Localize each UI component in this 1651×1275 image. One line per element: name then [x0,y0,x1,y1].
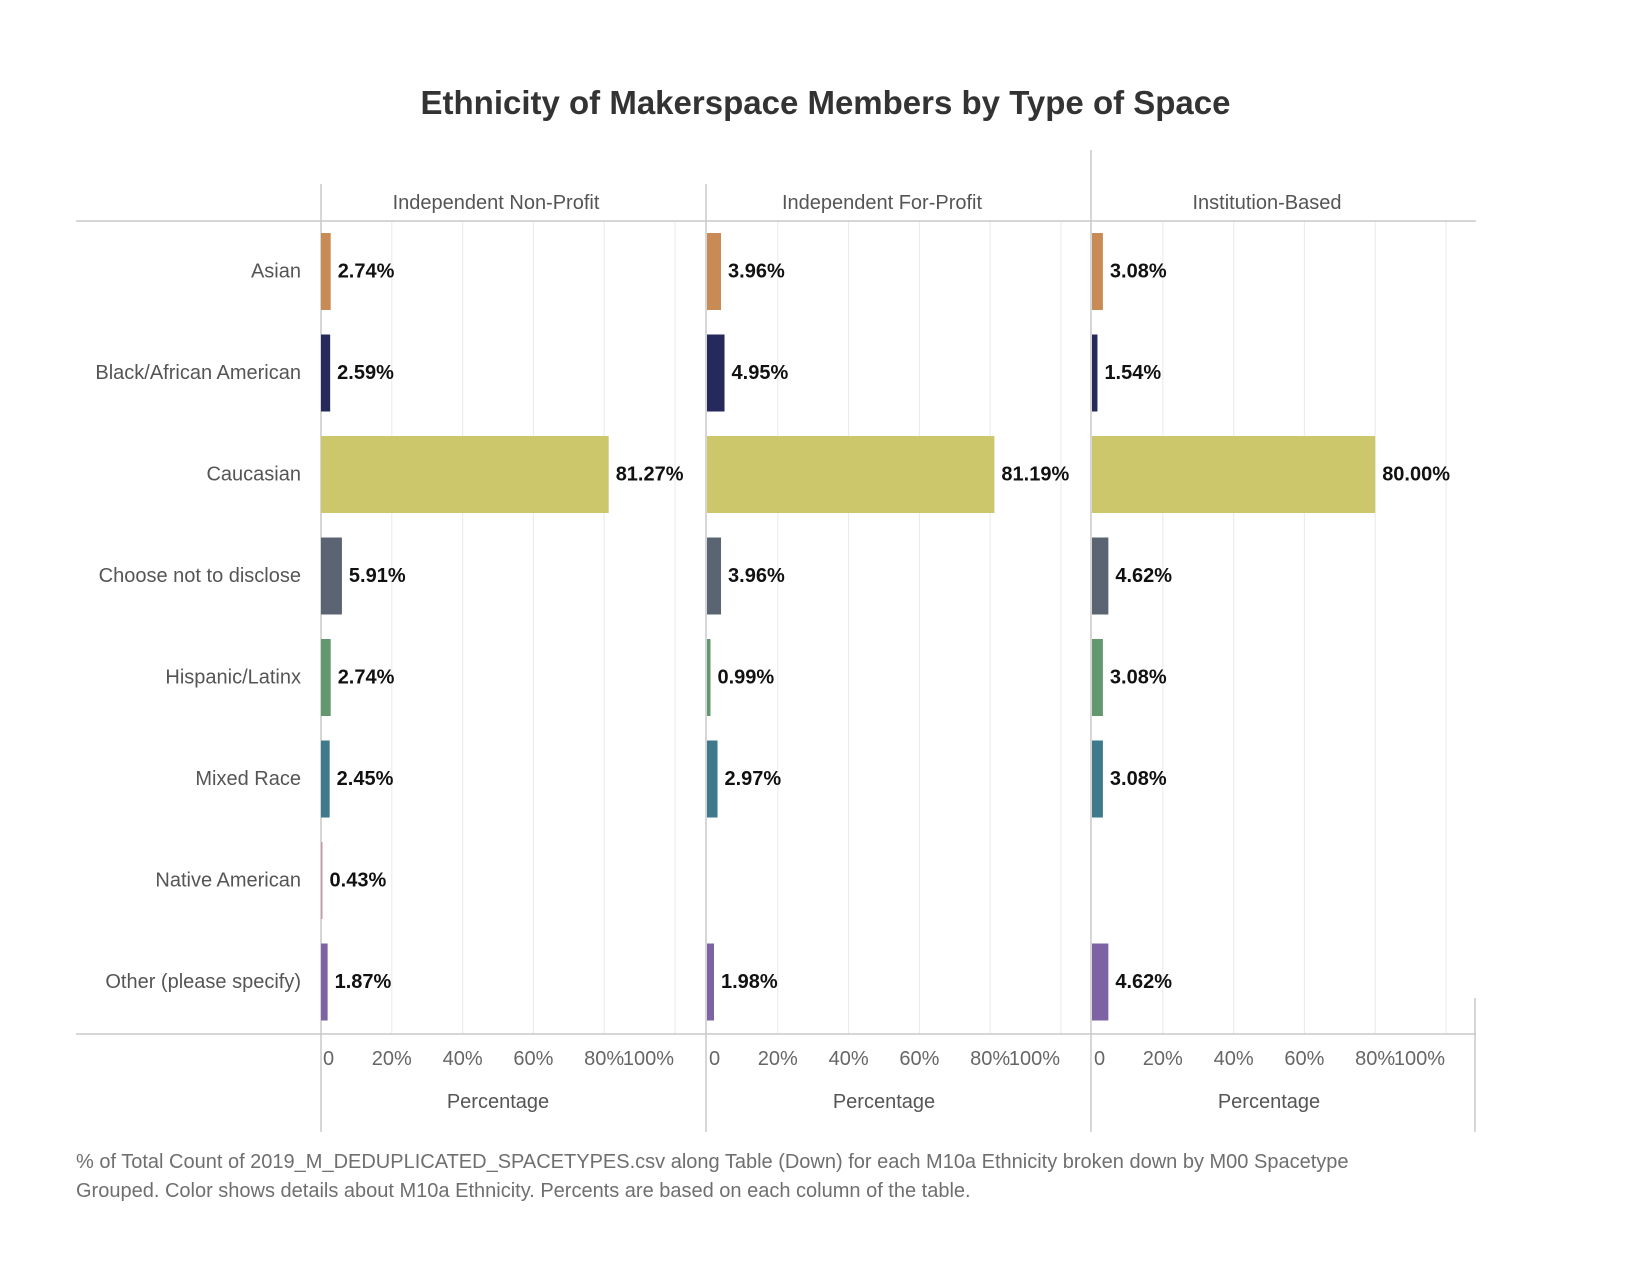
data-label: 0.99% [718,667,775,689]
tick-label: 0 [1094,1048,1105,1070]
bar [707,537,722,615]
data-label: 2.59% [337,362,394,384]
tick-label: 60% [899,1048,939,1070]
bar [321,233,331,310]
grid-layer [391,221,1447,1034]
tick-label: 100% [623,1048,674,1070]
bar [321,639,331,716]
tick-label: 0 [709,1048,720,1070]
data-label: 3.96% [728,565,785,587]
data-label: 2.74% [338,667,395,689]
data-label: 3.96% [728,261,785,283]
panel-header: Independent Non-Profit [393,192,600,214]
bar [707,639,711,716]
tick-label: 60% [513,1048,553,1070]
data-label: 3.08% [1110,261,1167,283]
category-label: Hispanic/Latinx [165,667,301,689]
data-label: 5.91% [349,565,406,587]
category-label: Caucasian [206,464,301,486]
data-label: 2.74% [338,261,395,283]
category-label: Asian [251,261,301,283]
data-label: 1.87% [335,971,392,993]
bar [707,943,715,1021]
bar [1092,943,1109,1021]
chart-title: Ethnicity of Makerspace Members by Type … [420,84,1231,121]
tick-label: 0 [323,1048,334,1070]
bar [321,537,342,615]
bar [707,740,718,818]
bar [707,233,722,310]
data-label: 0.43% [330,870,387,892]
category-label: Mixed Race [195,768,301,790]
footnote: % of Total Count of 2019_M_DEDUPLICATED_… [76,1151,1349,1202]
data-label: 1.98% [721,971,778,993]
tick-label: 20% [1143,1048,1183,1070]
x-axis-label: Percentage [833,1091,935,1113]
data-label: 80.00% [1382,464,1450,486]
bar [1092,639,1103,716]
data-label: 4.62% [1115,565,1172,587]
bar-layer [321,233,1376,1021]
category-label: Other (please specify) [105,971,301,993]
bar [1092,436,1376,513]
data-label: 81.27% [616,464,684,486]
tick-label: 20% [758,1048,798,1070]
category-label: Native American [155,870,301,892]
data-label: 4.62% [1115,971,1172,993]
x-axis-label: Percentage [447,1091,549,1113]
x-axis-label: Percentage [1218,1091,1320,1113]
data-label: 2.97% [725,768,782,790]
bar [1092,537,1109,615]
bar [321,334,331,412]
bar [707,334,725,412]
tick-label: 100% [1009,1048,1060,1070]
tick-label: 40% [829,1048,869,1070]
data-label: 3.08% [1110,768,1167,790]
tick-label: 60% [1284,1048,1324,1070]
tick-label: 80% [970,1048,1010,1070]
tick-label: 20% [372,1048,412,1070]
category-label: Black/African American [95,362,301,384]
bar [321,842,323,919]
bar [321,436,609,513]
tick-label: 40% [443,1048,483,1070]
tick-label: 100% [1394,1048,1445,1070]
tick-label: 40% [1214,1048,1254,1070]
category-label: Choose not to disclose [99,565,301,587]
text-layer: Asian Black/African American Caucasian Choo… [95,192,1450,1113]
data-label: 4.95% [732,362,789,384]
tick-label: 80% [1355,1048,1395,1070]
tick-label: 80% [584,1048,624,1070]
bar [1092,233,1103,310]
panel-header: Institution-Based [1193,192,1342,214]
bar [1092,740,1103,818]
data-label: 2.45% [337,768,394,790]
panel-header: Independent For-Profit [782,192,983,214]
data-label: 1.54% [1104,362,1161,384]
data-label: 81.19% [1001,464,1069,486]
bar [1092,334,1098,412]
bar [707,436,995,513]
data-label: 3.08% [1110,667,1167,689]
bar [321,740,330,818]
bar [321,943,328,1021]
